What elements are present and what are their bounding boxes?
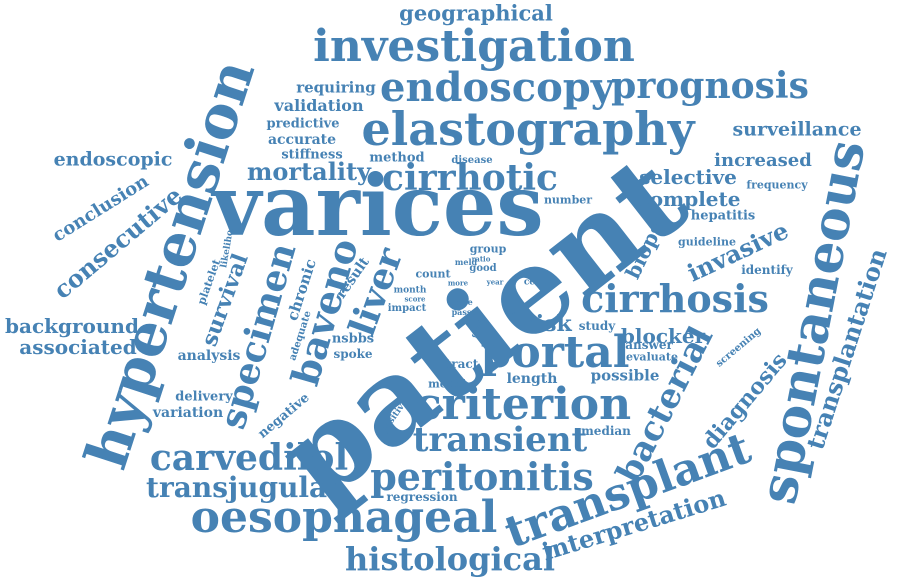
word-histological: histological (345, 540, 555, 578)
word-screening: screening (714, 325, 764, 370)
word-elastography: elastography (361, 102, 695, 156)
word-criterion: criterion (414, 379, 632, 430)
word-identify: identify (741, 263, 793, 277)
word-mortality: mortality (247, 157, 371, 186)
word-more: more (447, 278, 469, 288)
word-study: study (578, 319, 616, 333)
word-length: length (506, 371, 558, 387)
word-tract: tract (445, 357, 479, 371)
word-prognosis: prognosis (611, 65, 809, 107)
word-background: background (5, 314, 139, 338)
word-variation: variation (152, 405, 224, 421)
word-cirrhotic: cirrhotic (382, 157, 558, 199)
word-risk: risk (524, 311, 572, 337)
word-endoscopy: endoscopy (380, 64, 614, 111)
word-complete: complete (637, 187, 741, 211)
word-good: good (469, 263, 497, 274)
word-oesophageal: oesophageal (190, 492, 498, 543)
word-meld: meld (454, 257, 478, 267)
word-transient: transient (412, 420, 588, 460)
word-selective: selective (639, 165, 737, 189)
word-year: year (486, 277, 504, 287)
word-peritonitis: peritonitis (370, 454, 594, 499)
word-evaluate: evaluate (626, 350, 678, 364)
word-count: count (415, 267, 451, 281)
word-value: value (509, 308, 531, 318)
word-frequency: frequency (746, 178, 808, 192)
word-nsbbs: nsbbs (331, 331, 375, 347)
word-investigation: investigation (313, 21, 635, 72)
word-hepatitis: hepatitis (690, 208, 756, 224)
word-blocker: blocker (620, 324, 706, 348)
word-varices: varices (212, 156, 544, 255)
word-care: care (453, 297, 473, 307)
word-predictive: predictive (266, 116, 340, 132)
word-cirrhosis: cirrhosis (581, 276, 769, 321)
word-delivery: delivery (175, 389, 233, 405)
word-associated: associated (19, 335, 137, 359)
word-model: model (428, 377, 466, 391)
word-endoscopic: endoscopic (53, 148, 173, 171)
word-score: score (404, 294, 426, 304)
word-stiffness: stiffness (281, 147, 343, 163)
word-guideline: guideline (678, 235, 736, 249)
word-requiring: requiring (296, 78, 376, 97)
word-spoke: spoke (333, 347, 373, 361)
word-passe: passe (451, 307, 477, 317)
word-number: number (543, 193, 593, 207)
word-carvedilol: carvedilol (149, 437, 349, 479)
word-portal: portal (480, 327, 630, 378)
word-ratio: ratio (471, 254, 491, 264)
word-disease: disease (451, 155, 493, 166)
word-analysis: analysis (177, 348, 241, 364)
word-center: center (523, 277, 557, 288)
word-impact: impact (387, 303, 427, 314)
word-transjugular: transjugular (146, 471, 342, 504)
word-method: method (369, 150, 425, 166)
word-increased: increased (714, 150, 812, 171)
word-answer: answer (625, 338, 673, 352)
word-month: month (393, 285, 427, 296)
word-accurate: accurate (267, 132, 337, 148)
word-median: median (581, 424, 631, 438)
word-possible: possible (590, 366, 660, 385)
word-geographical: geographical (399, 0, 553, 26)
word-validation: validation (274, 96, 364, 115)
word-surveillance: surveillance (732, 118, 862, 141)
word-regression: regression (386, 490, 458, 504)
word-group: group (469, 242, 507, 256)
